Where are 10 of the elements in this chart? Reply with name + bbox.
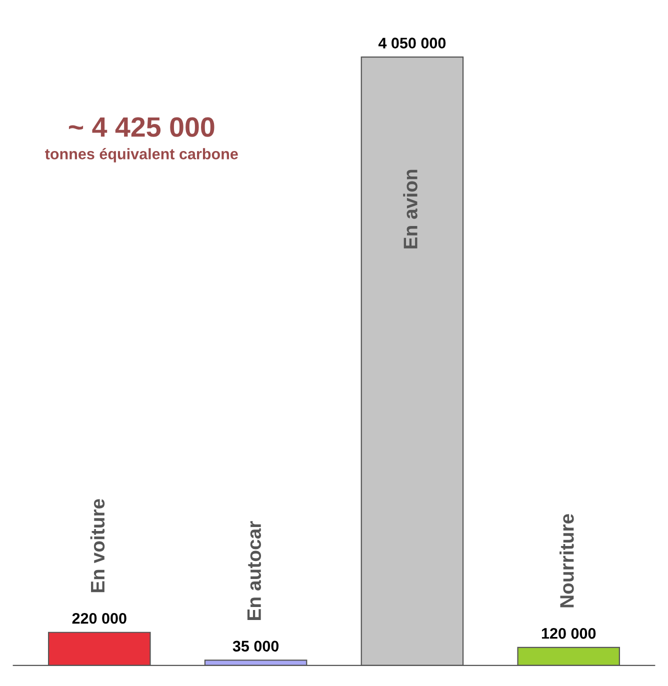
x-tick-label: En voiture [90,499,105,592]
text: ~ 4 425 000 [68,117,214,137]
x-tick-label: En autocar [247,521,262,620]
data-label: 35 000 [232,640,279,652]
data-label: 4 050 000 [378,38,446,49]
data-label: 120 000 [542,628,596,639]
text: tonnes équivalent carbone [45,148,238,162]
x-tick-label: Nourriture [560,514,574,608]
data-label: 220 000 [72,612,126,624]
x-tick-label: En avion [403,170,418,248]
